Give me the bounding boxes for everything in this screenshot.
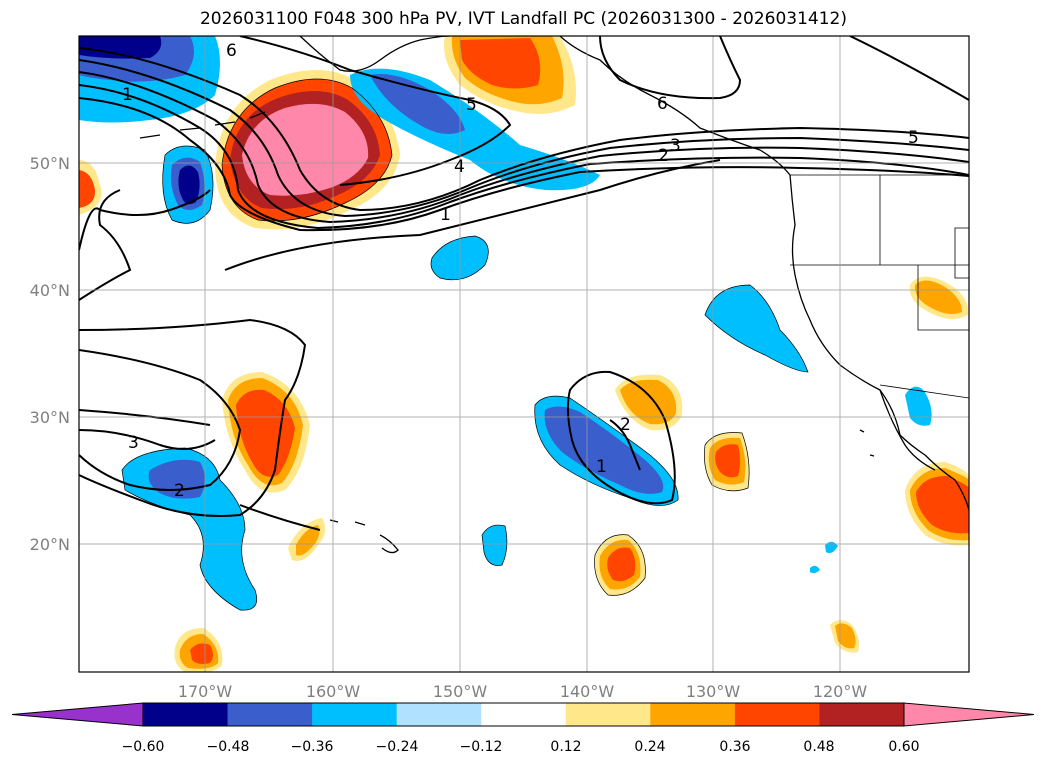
lon-label: 130°W [686, 682, 741, 701]
contour-label: 3 [128, 433, 139, 453]
colorbar-segment [819, 703, 905, 726]
colorbar-tick-label: 0.48 [803, 739, 834, 755]
pv-outlines [121, 78, 809, 611]
colorbar-tick-label: 0.36 [719, 739, 750, 755]
coastlines [139, 36, 969, 554]
colorbar [11, 702, 1035, 727]
lat-label: 20°N [30, 535, 70, 554]
map-title: 2026031100 F048 300 hPa PV, IVT Landfall… [199, 9, 847, 29]
colorbar-tick-label: −0.36 [291, 739, 334, 755]
contour-label: 1 [122, 85, 133, 105]
colorbar-segment [565, 703, 651, 726]
colorbar-tick-label: −0.48 [207, 739, 250, 755]
colorbar-segment [396, 703, 482, 726]
colorbar-tick-label: −0.24 [376, 739, 419, 755]
colorbar-tick-label: 0.12 [550, 739, 581, 755]
colorbar-tick-label: 0.24 [634, 739, 665, 755]
colorbar-tick-label: 0.60 [888, 739, 919, 755]
pv-anomaly-fill [79, 36, 969, 672]
contour-labels: 6 1 5 6 5 3 2 4 1 3 2 2 1 [122, 41, 919, 501]
colorbar-tick-label: −0.12 [460, 739, 503, 755]
colorbar-extend-high [903, 702, 1035, 727]
map-frame [78, 35, 970, 673]
colorbar-tick-label: −0.60 [122, 739, 165, 755]
lat-label: 40°N [30, 281, 70, 300]
contour-label: 2 [174, 481, 185, 501]
colorbar-segment [650, 703, 736, 726]
longitude-labels: 170°W 160°W 150°W 140°W 130°W 120°W [178, 682, 868, 701]
contour-label: 5 [466, 95, 477, 115]
lon-label: 170°W [178, 682, 233, 701]
contour-label: 1 [596, 457, 607, 477]
colorbar-frame [142, 702, 905, 727]
colorbar-segment [481, 703, 567, 726]
colorbar-segment [312, 703, 398, 726]
gridlines [79, 36, 969, 672]
contour-label: 3 [670, 136, 681, 156]
contour-label: 4 [454, 157, 465, 177]
lon-label: 120°W [813, 682, 868, 701]
contour-label: 5 [908, 128, 919, 148]
colorbar-extend-low [11, 702, 144, 727]
political-borders [790, 174, 969, 399]
lon-label: 140°W [560, 682, 615, 701]
lon-label: 150°W [433, 682, 488, 701]
colorbar-ticks: −0.60 −0.48 −0.36 −0.24 −0.12 0.12 0.24 … [122, 739, 920, 755]
contour-label: 6 [657, 94, 668, 114]
contour-label: 2 [658, 146, 669, 166]
colorbar-segment [227, 703, 313, 726]
colorbar-segment [734, 703, 820, 726]
contour-label: 6 [226, 41, 237, 61]
lat-label: 30°N [30, 408, 70, 427]
contour-label: 1 [440, 205, 451, 225]
lon-label: 160°W [306, 682, 361, 701]
latitude-labels: 50°N 40°N 30°N 20°N [30, 154, 70, 554]
lat-label: 50°N [30, 154, 70, 173]
contour-label: 2 [620, 415, 631, 435]
colorbar-segment [143, 703, 229, 726]
